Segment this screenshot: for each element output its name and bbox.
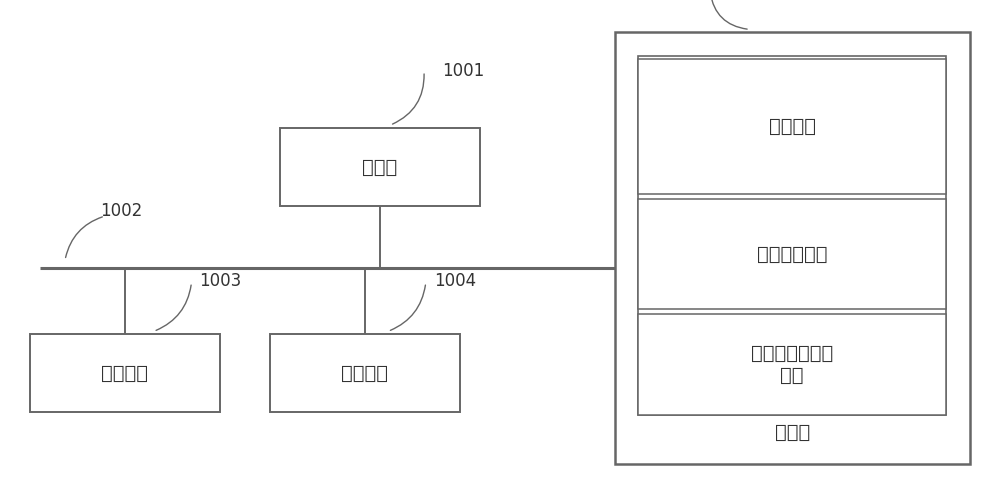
Bar xyxy=(280,128,480,206)
Bar xyxy=(270,334,460,412)
Bar xyxy=(638,59,946,194)
Bar xyxy=(638,199,946,309)
Text: 1001: 1001 xyxy=(442,62,484,80)
Text: 处理器: 处理器 xyxy=(362,158,398,176)
Bar xyxy=(30,334,220,412)
Text: 显示面板: 显示面板 xyxy=(342,364,388,382)
Text: 操作系统: 操作系统 xyxy=(768,117,816,136)
Bar xyxy=(638,56,946,415)
Text: 存储器: 存储器 xyxy=(775,423,810,441)
Text: 用户接口模块: 用户接口模块 xyxy=(757,245,827,264)
Text: 显示面板的驱动
程序: 显示面板的驱动 程序 xyxy=(751,344,833,385)
Bar xyxy=(638,314,946,415)
Bar xyxy=(615,32,970,464)
Text: 1003: 1003 xyxy=(200,272,242,290)
Text: 用户接口: 用户接口 xyxy=(102,364,148,382)
Text: 1004: 1004 xyxy=(434,272,476,290)
Text: 1002: 1002 xyxy=(100,202,142,220)
